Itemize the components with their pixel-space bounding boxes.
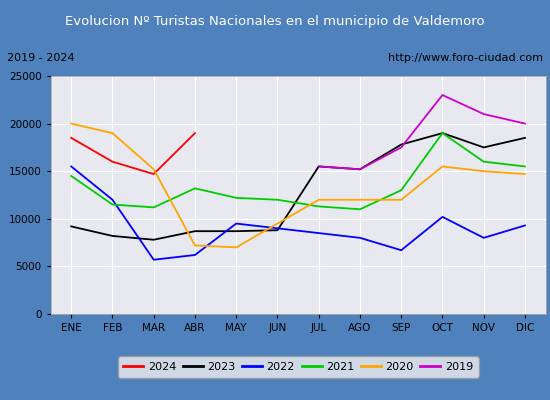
Text: http://www.foro-ciudad.com: http://www.foro-ciudad.com — [388, 54, 543, 64]
Text: Evolucion Nº Turistas Nacionales en el municipio de Valdemoro: Evolucion Nº Turistas Nacionales en el m… — [65, 14, 485, 28]
Text: 2019 - 2024: 2019 - 2024 — [7, 54, 74, 64]
Legend: 2024, 2023, 2022, 2021, 2020, 2019: 2024, 2023, 2022, 2021, 2020, 2019 — [118, 356, 478, 378]
